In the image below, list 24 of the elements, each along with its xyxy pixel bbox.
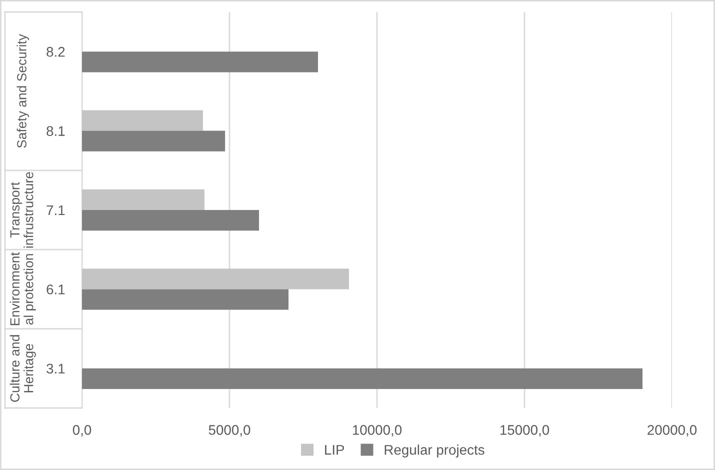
y-tick-label: 7.1 xyxy=(46,205,65,216)
y-tick-label: 8.1 xyxy=(46,126,65,136)
text: Safety and Security xyxy=(16,34,30,148)
bar xyxy=(82,110,203,131)
text: Transport infrustructure xyxy=(10,172,34,248)
x-tick-label: 15000,0 xyxy=(500,425,550,437)
y-tick-label: 8.2 xyxy=(46,46,65,57)
x-tick-label: 0,0 xyxy=(72,425,92,437)
y-tick-label: 6.1 xyxy=(46,284,65,294)
bar xyxy=(82,210,259,231)
text: Culture and Heritage xyxy=(10,335,36,402)
bar xyxy=(82,289,288,310)
y-tick-label: 3.1 xyxy=(46,364,65,374)
legend-label: LIP xyxy=(325,445,344,455)
text: Environment al protection xyxy=(10,252,36,326)
legend-label: Regular projects xyxy=(384,444,484,458)
bar xyxy=(82,189,204,210)
x-tick-label: 5000,0 xyxy=(208,425,250,437)
bar xyxy=(82,368,642,389)
bar xyxy=(82,268,349,290)
bar xyxy=(82,130,226,152)
x-tick-label: 20000,0 xyxy=(648,425,697,437)
x-tick-label: 10000,0 xyxy=(352,425,402,437)
bar xyxy=(82,52,318,72)
